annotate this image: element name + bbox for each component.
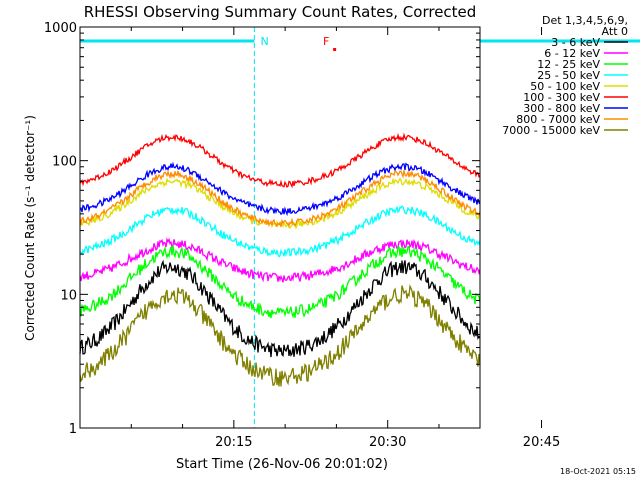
y-tick-label-0: 1 [69,422,77,437]
x-axis-label: Start Time (26-Nov-06 20:01:02) [176,457,388,472]
annotation-n: N [260,35,268,48]
plot-frame [79,26,481,429]
legend-header-0: Det 1,3,4,5,6,9, [542,14,628,27]
x-tick-label-2: 20:45 [523,435,560,450]
y-tick-label-2: 100 [52,155,77,170]
series-line-6 [79,161,481,217]
x-tick-label-1: 20:30 [369,435,406,450]
y-axis-label: Corrected Count Rate (s⁻¹ detector⁻¹) [23,115,37,341]
legend-header-1: Att 0 [602,25,628,38]
legend-label-8: 7000 - 15000 keV [502,124,600,137]
series-line-8 [79,284,481,387]
legend-label-5: 100 - 300 keV [523,91,600,104]
x-tick-label-0: 20:15 [215,435,252,450]
series-line-1 [79,236,481,283]
legend-label-1: 6 - 12 keV [544,47,600,60]
series-line-3 [79,205,481,258]
series-group [79,132,481,387]
annotation-f-marker [333,48,337,51]
y-tick-label-1: 10 [60,288,77,303]
legend-label-4: 50 - 100 keV [530,80,600,93]
series-line-5 [79,132,481,189]
timestamp: 18-Oct-2021 05:15 [560,467,636,476]
legend-label-2: 12 - 25 keV [537,58,600,71]
series-line-0 [79,259,481,358]
series-line-7 [79,169,481,228]
chart-title: RHESSI Observing Summary Count Rates, Co… [84,3,477,21]
series-line-2 [79,245,481,319]
legend-label-3: 25 - 50 keV [537,69,600,82]
legend-label-6: 300 - 800 keV [523,102,600,115]
annotation-f: F [323,35,329,48]
y-tick-label-3: 1000 [44,21,77,36]
legend-label-7: 800 - 7000 keV [516,113,600,126]
legend-label-0: 3 - 6 keV [551,36,600,49]
